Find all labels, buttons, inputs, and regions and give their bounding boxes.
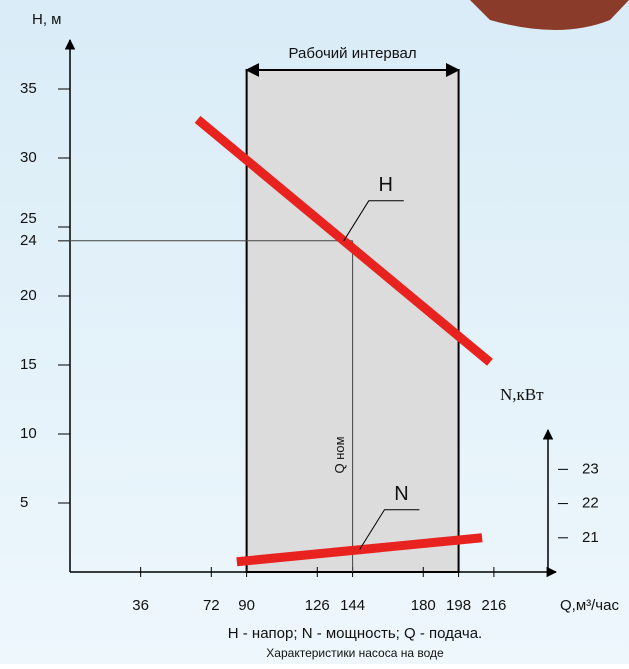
series-name: H [379, 174, 393, 196]
x-tick-label: 144 [340, 597, 365, 614]
x-tick-label: 180 [411, 597, 436, 614]
y-tick-label: 25 [20, 210, 37, 227]
x-tick-label: 36 [132, 597, 149, 614]
y-tick-label: 24 [20, 232, 37, 249]
y-tick-label: 30 [20, 149, 37, 166]
y-tick-label: 5 [20, 494, 28, 511]
y-axis-label: H, м [32, 11, 61, 28]
chart: Рабочий интервал H, м N,кВт Q,м³/час 36 72 90 1… [0, 0, 629, 664]
y2-tick-label: 21 [582, 529, 599, 546]
y2-tick-label: 22 [582, 495, 599, 512]
legend-note: H - напор; N - мощность; Q - подача. [228, 625, 482, 642]
series-name: N [394, 483, 408, 505]
x-tick-label: 72 [203, 597, 220, 614]
y2-tick-label: 23 [582, 460, 599, 477]
y2-axis-label: N,кВт [500, 385, 544, 404]
x-tick-label: 90 [238, 597, 255, 614]
x-tick-label: 126 [305, 597, 330, 614]
y-tick-label: 20 [20, 287, 37, 304]
x-tick-label: 216 [481, 597, 506, 614]
y-tick-label: 15 [20, 356, 37, 373]
y-tick-label: 10 [20, 425, 37, 442]
y-tick-label: 35 [20, 80, 37, 97]
nominal-label: Q ном [332, 436, 347, 473]
caption: Характеристики насоса на воде [266, 646, 444, 660]
interval-label: Рабочий интервал [289, 45, 417, 62]
x-axis-label: Q,м³/час [560, 597, 619, 614]
x-tick-label: 198 [446, 597, 471, 614]
